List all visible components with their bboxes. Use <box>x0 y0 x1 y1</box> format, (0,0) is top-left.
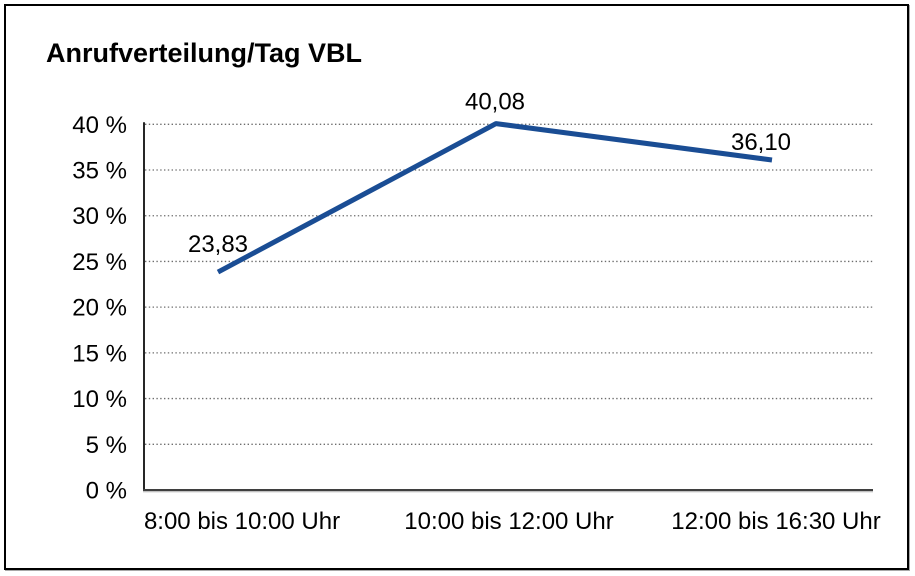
x-category-label: 8:00 bis 10:00 Uhr <box>144 508 340 535</box>
y-tick-label: 40 % <box>72 112 127 139</box>
x-category-label: 12:00 bis 16:30 Uhr <box>671 508 880 535</box>
chart-frame: Anrufverteilung/Tag VBL <box>4 4 909 570</box>
y-tick-label: 35 % <box>72 158 127 185</box>
data-series-line <box>216 121 773 275</box>
y-tick-label: 25 % <box>72 249 127 276</box>
y-tick-label: 5 % <box>86 432 127 459</box>
data-point-label: 23,83 <box>188 231 248 258</box>
data-point-label: 40,08 <box>465 89 525 116</box>
chart-title: Anrufverteilung/Tag VBL <box>46 38 363 68</box>
y-tick-label: 15 % <box>72 340 127 367</box>
y-tick-label: 10 % <box>72 386 127 413</box>
data-point-label: 36,10 <box>731 129 791 156</box>
y-tick-label: 30 % <box>72 203 127 230</box>
y-tick-label: 0 % <box>86 478 127 505</box>
x-category-label: 10:00 bis 12:00 Uhr <box>404 508 613 535</box>
y-tick-label: 20 % <box>72 295 127 322</box>
